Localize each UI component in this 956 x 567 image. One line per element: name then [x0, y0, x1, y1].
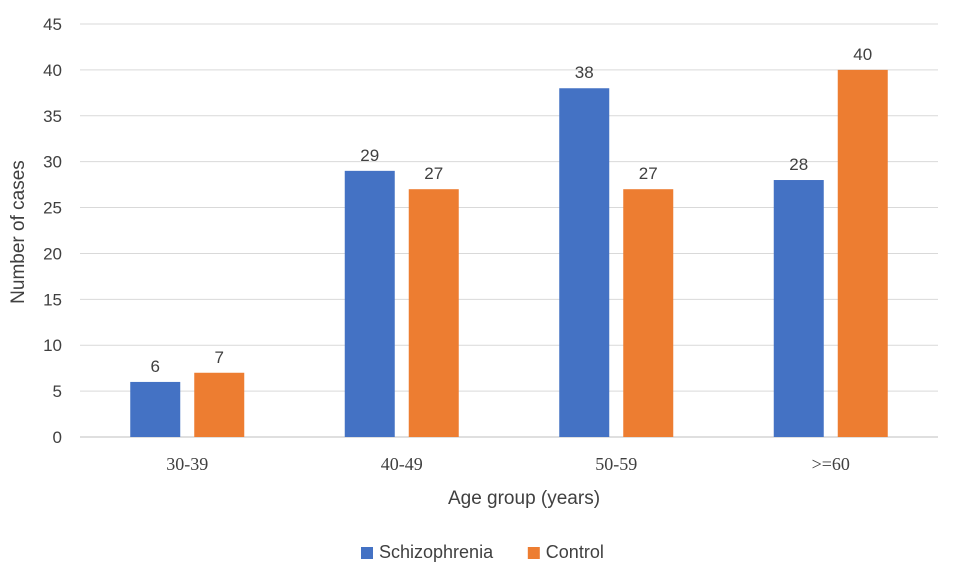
data-label-schizophrenia: 6 — [151, 357, 160, 376]
data-label-control: 40 — [853, 45, 872, 64]
y-tick-label: 35 — [43, 107, 62, 126]
y-tick-label: 10 — [43, 336, 62, 355]
y-tick-label: 0 — [53, 428, 62, 447]
data-label-schizophrenia: 28 — [789, 155, 808, 174]
legend: Schizophrenia Control — [361, 542, 604, 562]
x-tick-label: 40-49 — [381, 454, 423, 474]
legend-label-schizophrenia: Schizophrenia — [379, 542, 494, 562]
data-label-schizophrenia: 29 — [360, 146, 379, 165]
bars — [130, 69, 888, 437]
legend-label-control: Control — [546, 542, 604, 562]
y-tick-label: 15 — [43, 290, 62, 309]
y-tick-label: 5 — [53, 382, 62, 401]
data-label-control: 7 — [215, 348, 224, 367]
x-axis-title: Age group (years) — [448, 488, 600, 509]
y-axis-title: Number of cases — [8, 160, 29, 304]
x-tick-label: 30-39 — [166, 454, 208, 474]
y-tick-label: 20 — [43, 244, 62, 263]
bar-control — [623, 189, 674, 437]
data-label-control: 27 — [424, 164, 443, 183]
legend-swatch-control — [527, 547, 540, 559]
bar-schizophrenia — [773, 180, 824, 437]
data-labels: 6 7 29 27 38 27 28 40 — [151, 45, 873, 376]
x-tick-label: >=60 — [812, 454, 850, 474]
x-tick-label: 50-59 — [595, 454, 637, 474]
bar-schizophrenia — [130, 381, 181, 437]
bar-control — [408, 189, 459, 437]
y-tick-label: 25 — [43, 199, 62, 218]
legend-swatch-schizophrenia — [361, 547, 373, 559]
bar-control — [194, 372, 245, 437]
y-tick-label: 45 — [43, 15, 62, 34]
y-tick-label: 30 — [43, 153, 62, 172]
x-axis-ticks: 30-39 40-49 50-59 >=60 — [166, 454, 850, 474]
bar-schizophrenia — [559, 88, 610, 437]
y-axis-ticks: 0 5 10 15 20 25 30 35 40 45 — [43, 15, 62, 447]
bar-schizophrenia — [344, 170, 395, 437]
data-label-schizophrenia: 38 — [575, 63, 594, 82]
bar-control — [837, 69, 888, 437]
y-tick-label: 40 — [43, 61, 62, 80]
data-label-control: 27 — [639, 164, 658, 183]
